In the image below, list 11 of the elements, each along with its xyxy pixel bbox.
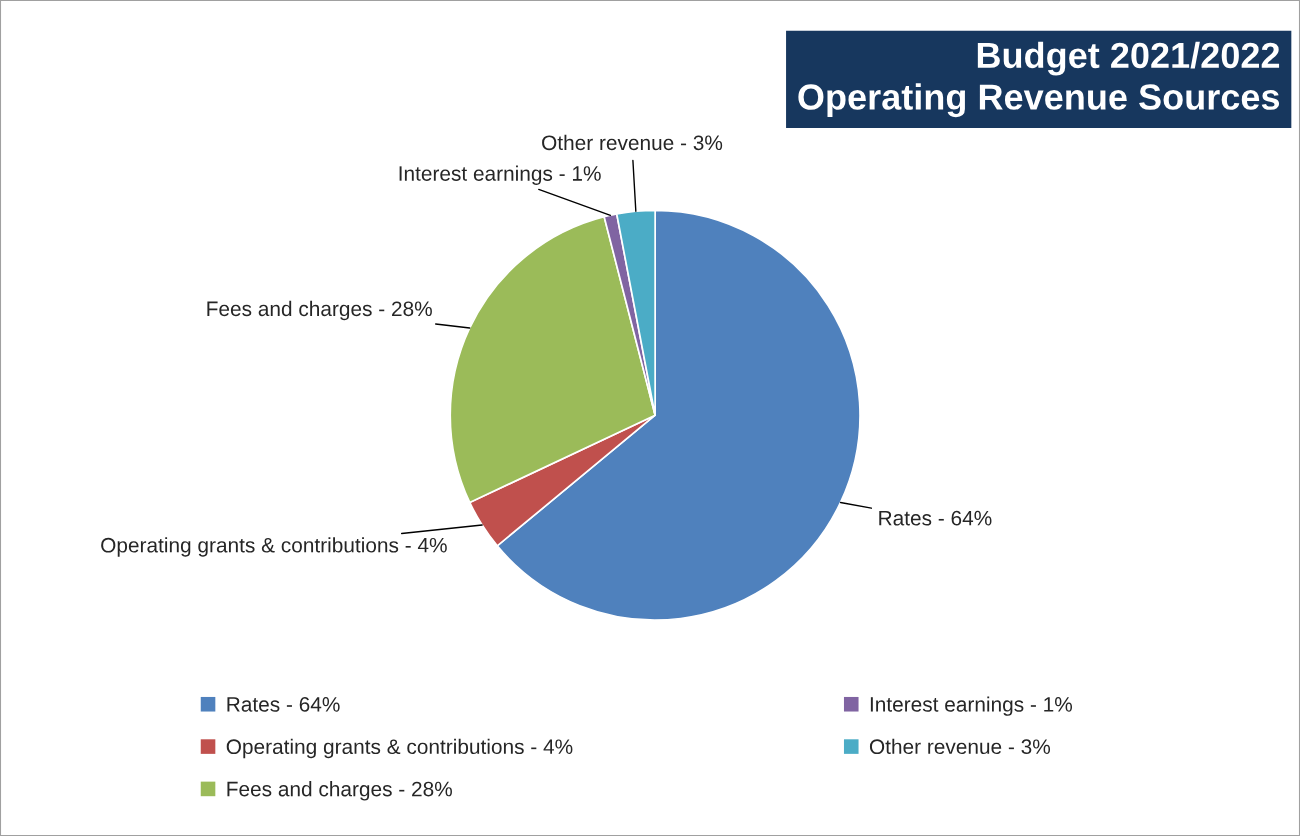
- chart-title: Budget 2021/2022 Operating Revenue Sources: [798, 41, 1280, 118]
- legend-label: Interest earnings - 1%: [870, 696, 1073, 716]
- legend-label: Fees and charges - 28%: [227, 781, 452, 801]
- legend-label: Other revenue - 3%: [869, 738, 1051, 755]
- slice-label: Fees and charges - 28%: [207, 300, 432, 321]
- legend-label: Operating grants & contributions - 4%: [226, 738, 573, 759]
- slice-label: Operating grants & contributions - 4%: [101, 537, 447, 557]
- slice-label: Other revenue - 3%: [542, 134, 723, 151]
- legend-label: Rates - 64%: [227, 696, 340, 712]
- slice-label: Interest earnings - 1%: [399, 165, 601, 185]
- slice-label: Rates - 64%: [879, 510, 992, 526]
